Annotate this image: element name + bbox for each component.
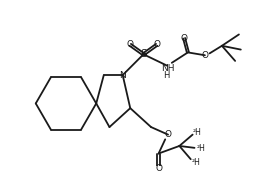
Text: N: N	[119, 71, 126, 80]
Text: O: O	[201, 51, 208, 60]
Text: O: O	[180, 34, 187, 43]
Text: O: O	[153, 40, 160, 49]
Text: NH: NH	[161, 64, 175, 73]
Text: O: O	[127, 40, 134, 49]
Text: H: H	[163, 71, 169, 80]
Text: ²H: ²H	[192, 157, 201, 167]
Text: ²H: ²H	[193, 128, 202, 137]
Text: S: S	[140, 49, 147, 59]
Text: O: O	[155, 164, 162, 173]
Text: O: O	[165, 130, 172, 139]
Text: ²H: ²H	[197, 144, 206, 153]
